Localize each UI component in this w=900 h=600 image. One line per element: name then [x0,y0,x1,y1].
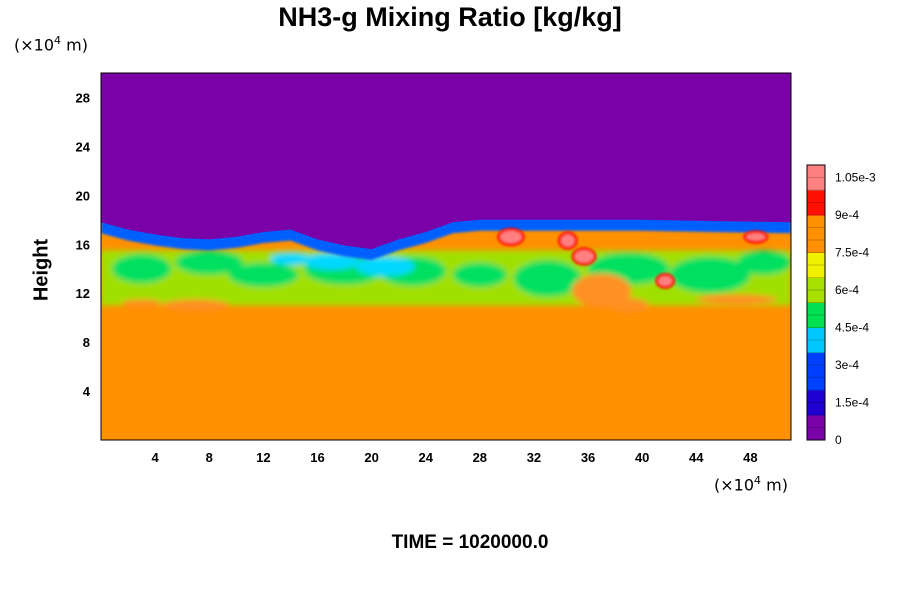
colorbar-tick-label: 7.5e-4 [835,246,869,260]
colorbar: 0 1.5e-4 3e-4 4.5e-4 6e-4 7.5e-4 9e-4 1.05e-3 [806,164,876,447]
colorbar-swatch [807,352,825,366]
colorbar-swatch [807,340,825,353]
x-tick-label: 20 [364,450,378,465]
colorbar-tick-label: 9e-4 [835,208,859,222]
colorbar-tick-label: 4.5e-4 [835,321,869,335]
mix-blob-green [111,254,172,284]
colorbar-tick-label: 6e-4 [835,283,859,297]
upper-region [101,73,791,250]
colorbar-tick-label: 3e-4 [835,358,859,372]
mix-blob-orange [608,298,649,313]
x-tick-label: 16 [310,450,324,465]
colorbar-swatch [807,390,825,403]
colorbar-swatch [807,177,825,191]
colorbar-swatch [807,415,825,428]
x-tick-label: 4 [152,450,160,465]
mix-blob-green [513,260,582,297]
mix-blob-orange [696,294,778,305]
y-tick-label: 24 [76,139,91,154]
colorbar-swatch [807,377,825,391]
colorbar-swatch [807,165,825,178]
hot-spot-pink [746,233,766,241]
mix-blob-cyan [355,256,415,277]
hot-spots [497,227,769,289]
colorbar-frame [806,164,826,441]
x-tick-label: 36 [581,450,595,465]
y-tick-label: 4 [83,384,91,399]
mix-blob-green [228,262,299,288]
x-tick-label: 40 [635,450,649,465]
x-tick-label: 48 [743,450,757,465]
y-tick-label: 20 [76,188,90,203]
mix-blob-orange [161,299,230,312]
mix-blob-cyan [270,252,311,266]
x-tick-label: 24 [418,450,433,465]
mix-blob-orange [121,299,162,307]
x-tick-label: 12 [256,450,270,465]
mix-blob-green [452,262,507,288]
x-axis-ticks: 4 8 12 16 20 24 28 32 36 40 44 48 [152,450,758,465]
plot-frame [100,72,792,441]
colorbar-swatch [807,240,825,253]
time-annotation: TIME = 1020000.0 [391,532,549,553]
mix-blob-cyan [303,252,359,270]
x-tick-label: 8 [206,450,213,465]
mix-blob-green [669,256,751,294]
y-tick-label: 28 [76,90,90,105]
colorbar-swatch [807,315,825,328]
plot-area [100,72,792,441]
colorbar-swatch [807,290,825,303]
chart-title: NH3-g Mixing Ratio [kg/kg] [278,2,622,32]
mix-blob-orange [571,273,632,308]
hot-spot-pink [574,250,594,263]
mix-blob-green [736,250,791,275]
colorbar-swatch [807,365,825,378]
x-tick-label: 32 [527,450,541,465]
colorbar-swatch [807,252,825,266]
plot-field [101,73,791,440]
colorbar-swatch [807,302,825,316]
y-axis-ticks: 4 8 12 16 20 24 28 [76,90,91,399]
colorbar-swatch [807,265,825,278]
hot-spot-pink [500,230,522,244]
colorbar-swatch [807,227,825,241]
x-unit-label: (×104 m) [714,474,788,495]
colorbar-swatch [807,327,825,341]
colorbar-swatch [807,277,825,291]
colorbar-tick-label: 0 [835,433,842,447]
colorbar-swatch [807,215,825,228]
y-tick-label: 16 [76,237,90,252]
colorbar-swatch [807,427,825,441]
hot-spot-pink [658,276,672,286]
colorbar-tick-label: 1.05e-3 [835,171,876,185]
colorbar-swatch [807,202,825,216]
x-tick-label: 44 [689,450,704,465]
mix-blob-green [175,250,244,275]
x-tick-label: 28 [473,450,487,465]
hot-spot-pink [561,234,575,247]
colorbar-swatch [807,402,825,416]
y-tick-label: 12 [76,286,90,301]
y-unit-label: (×104 m) [14,34,88,55]
colorbar-tick-label: 1.5e-4 [835,396,869,410]
y-tick-label: 8 [83,335,90,350]
mixing-layer [101,250,791,313]
colorbar-swatch [807,190,825,203]
